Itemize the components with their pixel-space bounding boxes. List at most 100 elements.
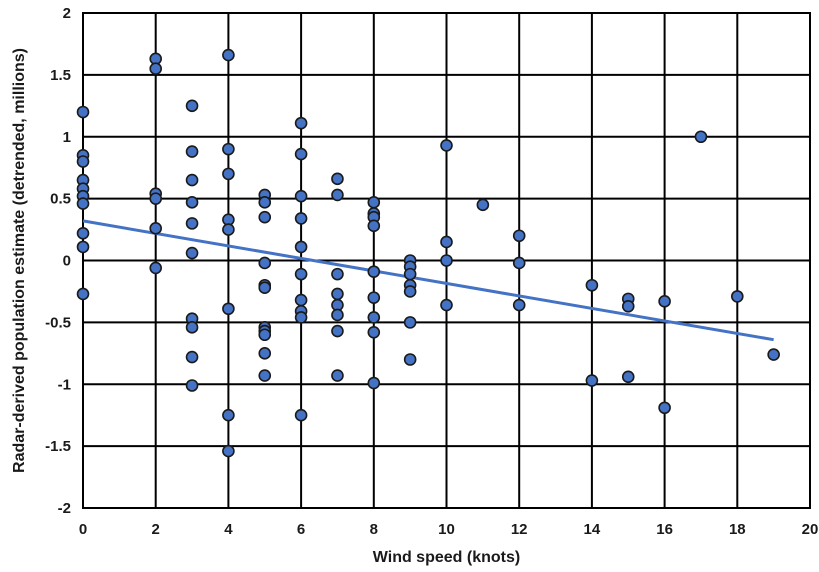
data-point: [331, 308, 344, 322]
data-point: [294, 311, 308, 324]
x-tick-label: 20: [802, 521, 819, 538]
y-tick-label: 1: [63, 129, 71, 146]
data-point: [222, 302, 235, 316]
data-point: [331, 369, 344, 382]
data-point: [440, 298, 453, 312]
data-point: [621, 370, 635, 384]
data-point: [367, 325, 381, 339]
plot-area-frame: [82, 12, 811, 509]
data-point: [258, 328, 272, 342]
data-point: [185, 145, 199, 158]
data-point: [258, 347, 272, 360]
data-point: [367, 196, 381, 209]
y-tick-label: 1.5: [50, 67, 71, 84]
data-point: [185, 350, 199, 364]
data-point: [403, 316, 417, 329]
x-tick-label: 10: [438, 521, 455, 538]
data-point: [476, 198, 490, 212]
data-point: [258, 256, 272, 270]
data-point: [222, 48, 235, 62]
data-point: [585, 278, 599, 292]
data-point: [149, 222, 162, 235]
data-point: [222, 167, 235, 181]
x-tick-label: 0: [79, 521, 87, 538]
y-tick-label: -1: [58, 376, 71, 393]
data-point: [185, 173, 199, 187]
data-point: [258, 369, 272, 382]
y-tick-label: 0: [63, 253, 71, 270]
data-point: [294, 267, 308, 281]
x-axis-title: Wind speed (knots): [373, 549, 520, 566]
data-point: [294, 147, 308, 161]
data-point: [367, 219, 381, 233]
data-point: [403, 285, 417, 298]
data-point: [76, 287, 90, 301]
data-point: [694, 130, 708, 144]
data-point: [294, 189, 308, 203]
data-point: [512, 298, 526, 312]
data-point: [440, 235, 453, 249]
data-point: [440, 139, 453, 152]
data-point: [222, 142, 235, 156]
data-point: [331, 172, 344, 186]
data-point: [76, 197, 90, 210]
data-point: [331, 188, 344, 202]
data-point: [258, 196, 272, 209]
data-point: [294, 293, 308, 307]
data-point: [222, 444, 235, 458]
data-point: [367, 291, 381, 304]
data-point: [185, 196, 199, 209]
data-point: [403, 353, 417, 366]
y-axis-title: Radar-derived population estimate (detre…: [11, 48, 28, 473]
x-tick-label: 12: [511, 521, 528, 538]
data-point: [367, 265, 381, 278]
data-point: [185, 217, 199, 230]
data-point: [767, 348, 780, 361]
data-point: [331, 267, 344, 281]
data-point: [222, 223, 235, 236]
data-point: [367, 311, 381, 324]
data-point: [512, 229, 526, 243]
x-tick-label: 2: [152, 521, 160, 538]
data-point: [367, 376, 381, 390]
data-point: [222, 408, 235, 422]
x-tick-labels: 0 2 4 6 8 10 12 14 16 18 20: [79, 521, 819, 538]
x-tick-label: 16: [656, 521, 673, 538]
data-point: [258, 281, 272, 295]
x-tick-label: 18: [729, 521, 746, 538]
data-point: [149, 261, 162, 275]
data-point: [621, 299, 635, 313]
data-point: [185, 379, 199, 392]
data-point: [730, 290, 744, 303]
y-tick-labels: 2 1.5 1 0.5 0 -0.5 -1 -1.5 -2: [45, 5, 71, 517]
data-point: [76, 155, 90, 168]
x-tick-label: 6: [297, 521, 305, 538]
x-tick-label: 4: [224, 521, 233, 538]
y-tick-label: -2: [58, 500, 71, 517]
data-point: [294, 116, 308, 130]
data-point: [294, 212, 308, 225]
data-point: [658, 401, 671, 415]
data-point: [331, 324, 344, 338]
data-point: [440, 254, 453, 267]
data-point: [149, 192, 162, 205]
y-tick-label: -1.5: [45, 438, 71, 455]
data-point: [185, 99, 199, 113]
data-point: [76, 105, 90, 119]
x-tick-label: 8: [370, 521, 378, 538]
data-point: [76, 226, 90, 240]
data-point: [331, 287, 344, 301]
data-point: [185, 246, 199, 260]
data-point: [403, 267, 417, 281]
data-point: [512, 256, 526, 270]
data-point: [294, 408, 308, 422]
y-tick-label: 0.5: [50, 191, 71, 208]
data-point: [258, 210, 272, 224]
data-point: [658, 295, 671, 308]
data-points: [76, 48, 780, 458]
trendline: [82, 219, 774, 342]
y-tick-label: -0.5: [45, 314, 71, 331]
data-point: [585, 374, 599, 387]
data-point: [76, 240, 90, 254]
